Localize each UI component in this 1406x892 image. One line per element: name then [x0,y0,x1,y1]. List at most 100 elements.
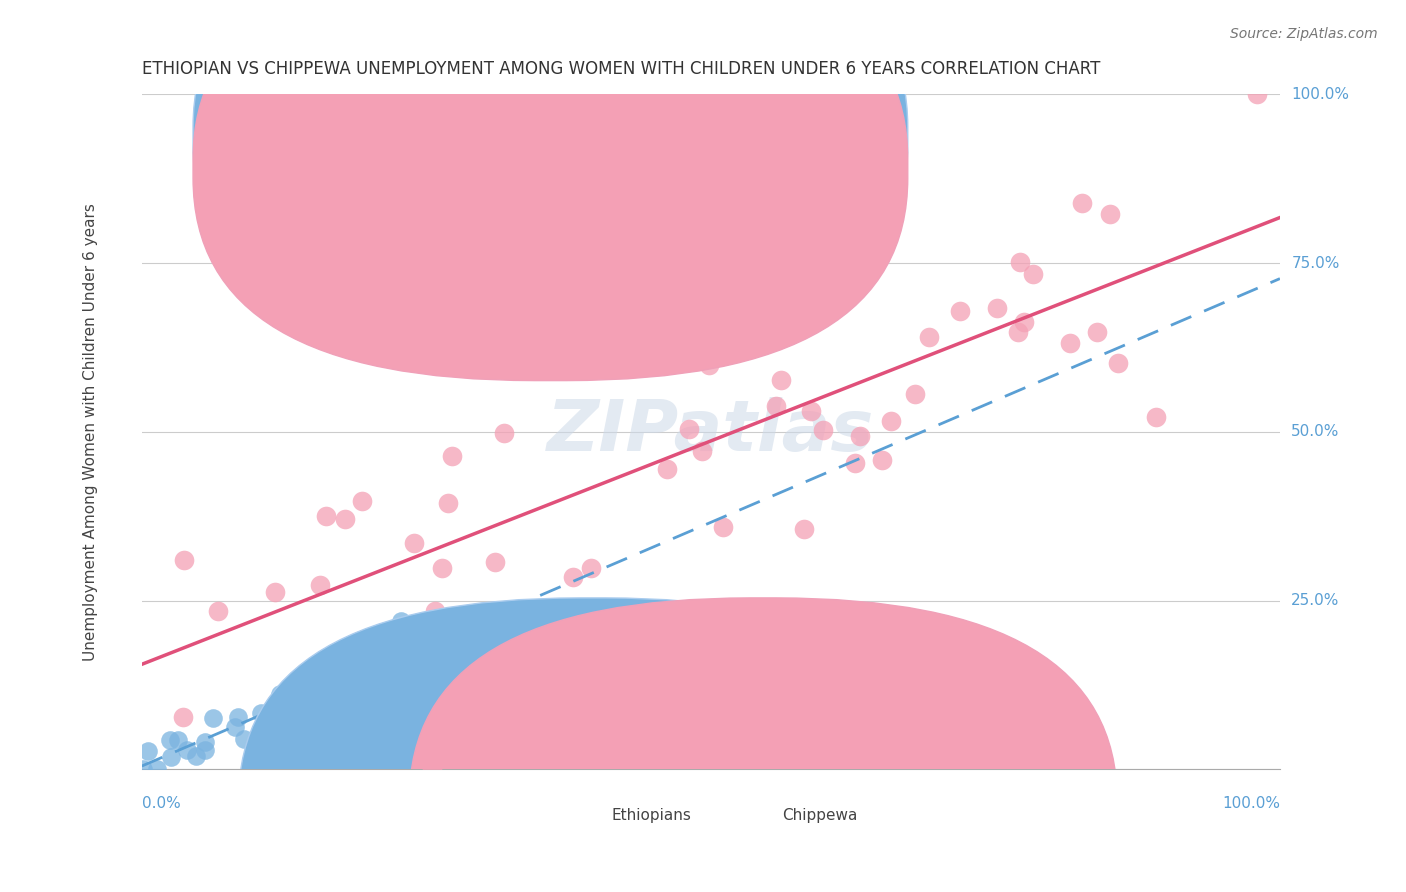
Point [793,523,815,537]
Point [294,690,316,704]
Text: 50.0%: 50.0% [1291,425,1340,440]
Point [678,422,700,436]
Point [387,659,409,673]
Point [711,519,734,533]
Point [1070,196,1092,211]
Point [579,561,602,575]
Point [765,399,787,413]
Point [326,690,349,705]
Point [232,732,254,747]
FancyBboxPatch shape [193,0,908,348]
Point [811,423,834,437]
FancyBboxPatch shape [506,108,893,199]
Point [1007,325,1029,339]
Point [308,578,330,592]
Point [176,743,198,757]
Point [690,444,713,458]
Point [423,632,446,646]
Text: ETHIOPIAN VS CHIPPEWA UNEMPLOYMENT AMONG WOMEN WITH CHILDREN UNDER 6 YEARS CORRE: ETHIOPIAN VS CHIPPEWA UNEMPLOYMENT AMONG… [142,60,1101,78]
Text: Unemployment Among Women with Children Under 6 years: Unemployment Among Women with Children U… [83,203,98,661]
Point [132,762,155,776]
Point [202,711,225,725]
Point [1008,254,1031,268]
Point [949,304,972,318]
Text: 100.0%: 100.0% [1222,797,1279,812]
Point [505,639,527,653]
Point [1246,87,1268,102]
Point [440,449,463,463]
Point [194,743,217,757]
Point [297,699,319,714]
Point [697,358,720,372]
Text: N = 50: N = 50 [685,160,747,178]
Point [1085,325,1108,339]
Point [1107,356,1129,370]
Point [315,508,337,523]
Point [249,706,271,720]
Text: R = 0.643: R = 0.643 [582,160,665,178]
Point [1012,315,1035,329]
Point [294,695,316,709]
Point [800,404,823,418]
Point [271,703,294,717]
Point [330,665,353,680]
Text: Source: ZipAtlas.com: Source: ZipAtlas.com [1230,27,1378,41]
Point [322,683,344,698]
Point [173,552,195,566]
Point [430,560,453,574]
Point [655,461,678,475]
Point [1146,410,1168,425]
Point [494,425,516,440]
Point [404,536,426,550]
FancyBboxPatch shape [193,0,908,381]
Point [392,649,415,664]
Point [870,87,893,102]
Point [561,570,583,584]
Point [373,648,395,663]
FancyBboxPatch shape [239,598,946,892]
Point [844,456,866,470]
Point [849,429,872,443]
Point [304,698,326,713]
Point [332,666,354,681]
Point [263,585,285,599]
FancyBboxPatch shape [409,598,1118,892]
Point [420,627,443,641]
Point [721,291,744,305]
Point [436,496,458,510]
Point [370,667,392,681]
Text: 75.0%: 75.0% [1291,256,1340,270]
Point [269,687,291,701]
Point [395,646,418,660]
Point [335,512,357,526]
Point [770,373,793,387]
Point [159,733,181,747]
Point [159,749,181,764]
Text: 0.0%: 0.0% [142,797,180,812]
Point [986,301,1008,315]
Point [359,655,381,669]
Text: N = 43: N = 43 [685,128,747,145]
Point [138,744,160,758]
Text: 25.0%: 25.0% [1291,593,1340,608]
Point [207,604,229,618]
Point [226,709,249,723]
Point [879,414,901,428]
Point [224,720,246,734]
Text: Ethiopians: Ethiopians [612,808,692,822]
Point [352,494,374,508]
Text: R = 0.240: R = 0.240 [582,128,665,145]
Point [1098,206,1121,220]
Point [918,330,941,344]
Point [389,614,412,628]
Point [337,646,360,660]
Point [377,671,399,685]
Text: Chippewa: Chippewa [783,808,858,822]
Point [434,649,457,664]
Point [346,682,368,697]
Point [425,604,447,618]
Point [184,748,207,763]
Point [146,762,169,776]
Point [1059,336,1081,351]
Point [360,669,382,683]
